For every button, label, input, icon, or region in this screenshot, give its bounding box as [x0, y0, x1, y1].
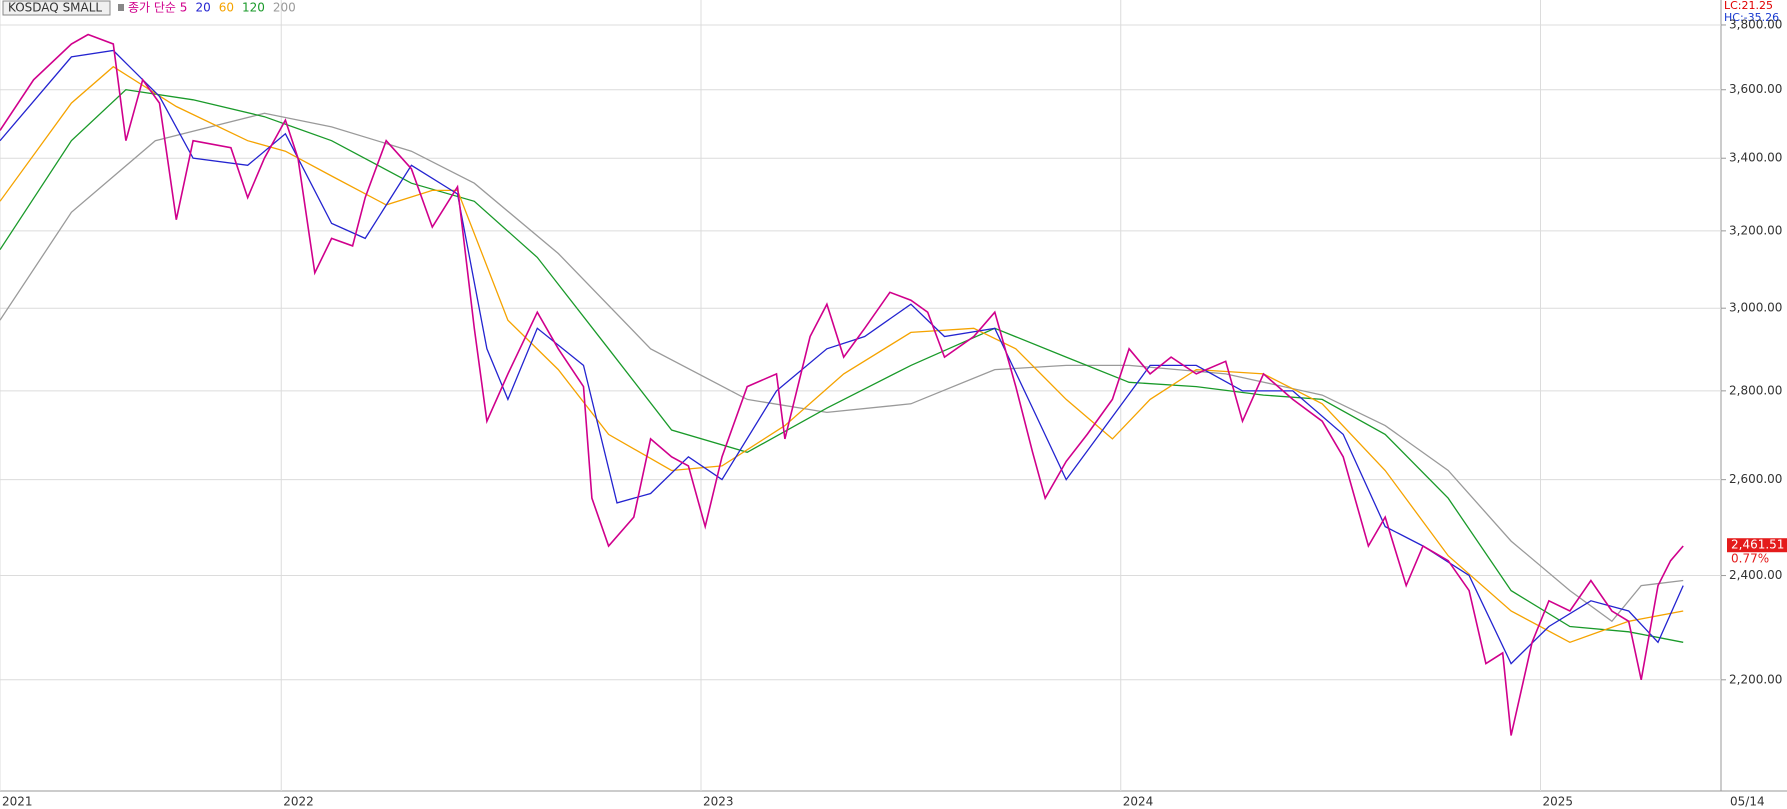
x-tick-label: 2023	[703, 795, 734, 809]
y-tick-label: 3,400.00	[1729, 151, 1782, 165]
title-box	[2, 0, 111, 16]
y-tick-label: 2,800.00	[1729, 383, 1782, 397]
y-tick-label: 2,200.00	[1729, 672, 1782, 686]
legend-entry: 종가 단순 5	[128, 1, 187, 15]
series-line	[0, 112, 1684, 623]
series-line	[0, 89, 1684, 643]
y-tick-label: 2,600.00	[1729, 472, 1782, 486]
y-tick-label: 2,400.00	[1729, 568, 1782, 582]
legend-entry: 200	[273, 1, 296, 15]
y-tick-label: 3,800.00	[1729, 17, 1782, 31]
last-value-label: 2,461.51	[1731, 538, 1784, 552]
x-tick-label: 2024	[1123, 795, 1154, 809]
last-value-tag	[1727, 538, 1787, 553]
legend-entry: 120	[242, 1, 265, 15]
y-tick-label: 3,600.00	[1729, 82, 1782, 96]
series-line	[0, 65, 1684, 644]
legend-entry: 60	[219, 1, 234, 15]
chart-title: KOSDAQ SMALL	[8, 1, 102, 15]
x-tick-label: 2025	[1543, 795, 1574, 809]
grid	[0, 0, 1721, 791]
y-tick-label: 3,200.00	[1729, 223, 1782, 237]
last-date-label: 05/14	[1730, 795, 1765, 809]
hc-label: HC:-35.26	[1724, 11, 1779, 24]
change-pct-label: 0.77%	[1731, 552, 1769, 566]
x-tick-label: 2021	[2, 795, 33, 809]
x-tick-label: 2022	[283, 795, 314, 809]
legend-swatch	[118, 4, 124, 11]
y-tick-label: 3,000.00	[1729, 301, 1782, 315]
series-line	[0, 33, 1684, 736]
lc-label: LC:21.25	[1724, 0, 1773, 12]
legend-entry: 20	[195, 1, 210, 15]
